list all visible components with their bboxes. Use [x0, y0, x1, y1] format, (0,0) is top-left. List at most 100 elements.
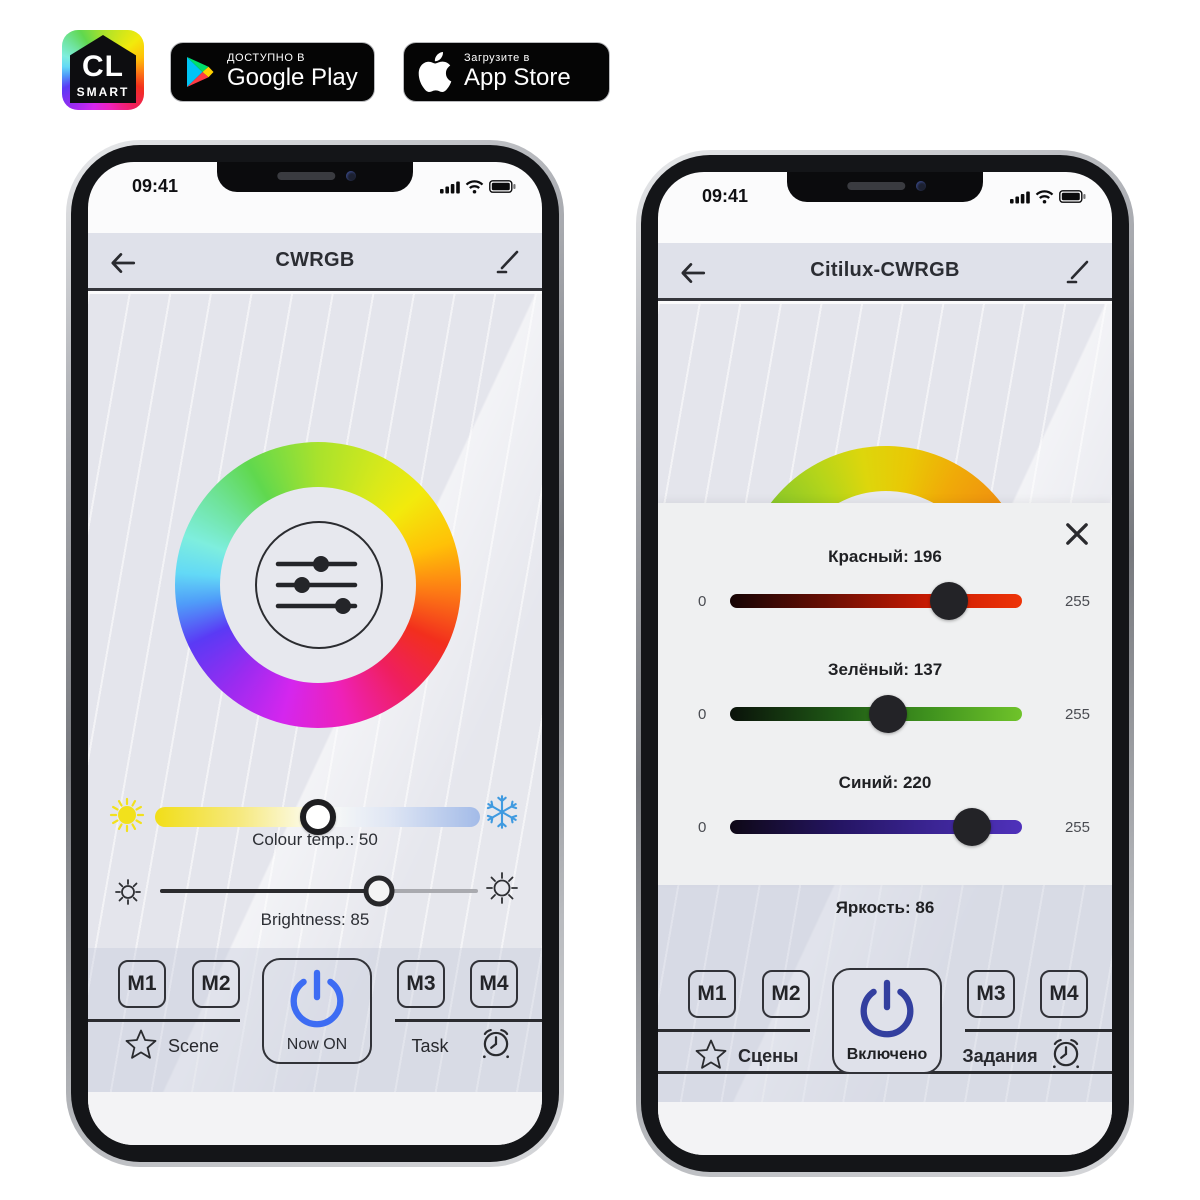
green-max-label: 255 [1064, 706, 1090, 723]
cellular-signal-icon [1010, 191, 1030, 203]
memory-button-m3[interactable]: M3 [967, 970, 1015, 1018]
brightness-label: Яркость: 86 [835, 898, 935, 917]
red-slider[interactable] [730, 582, 1022, 620]
speaker-slot [277, 172, 336, 180]
back-arrow-icon[interactable] [678, 258, 708, 288]
green-slider-label: Зелёный: 137 [827, 660, 943, 679]
phone-right: 09:41 [636, 150, 1134, 1177]
green-min-label: 0 [698, 706, 707, 723]
rgb-modal: Красный: 196 0 255 Зелёный: 137 0 255 Си… [658, 503, 1112, 885]
close-icon[interactable] [1064, 521, 1090, 547]
blue-slider-label: Синий: 220 [838, 773, 932, 792]
green-slider[interactable] [730, 695, 1022, 733]
divider-left [658, 1029, 810, 1032]
google-play-icon [187, 57, 214, 87]
app-header: CWRGB [88, 233, 542, 291]
google-play-small-text: ДОСТУПНО В [227, 52, 306, 65]
speaker-slot [847, 182, 906, 190]
memory-button-m2[interactable]: M2 [762, 970, 810, 1018]
brightness-label: Brightness: 85 [260, 910, 370, 929]
notch [217, 162, 413, 192]
blue-min-label: 0 [698, 819, 707, 836]
blue-slider-track[interactable] [730, 820, 1022, 834]
edit-pencil-icon[interactable] [494, 248, 522, 276]
screen-bottom-strip [658, 1102, 1112, 1155]
power-state-label: Включено [846, 1046, 928, 1063]
cl-house-shape: CL SMART [70, 35, 136, 103]
battery-icon [1059, 190, 1086, 203]
blue-slider-knob[interactable] [953, 808, 992, 846]
screen-bottom-strip [88, 1092, 542, 1145]
power-button[interactable]: Now ON [262, 958, 372, 1064]
red-slider-track[interactable] [730, 594, 1022, 608]
brightness-slider[interactable] [160, 875, 478, 907]
phone-right-screen: 09:41 [658, 172, 1112, 1155]
divider-right [395, 1019, 542, 1022]
power-icon [290, 969, 344, 1028]
phone-left: 09:41 [66, 140, 564, 1167]
blue-max-label: 255 [1064, 819, 1090, 836]
sliders-settings-icon[interactable] [253, 519, 385, 651]
scene-label[interactable]: Сцены [738, 1046, 799, 1066]
phone-left-screen: 09:41 [88, 162, 542, 1145]
red-max-label: 255 [1064, 593, 1090, 610]
status-time: 09:41 [702, 186, 749, 206]
colour-temp-knob[interactable] [299, 799, 336, 835]
blue-slider[interactable] [730, 808, 1022, 846]
brightness-high-icon [480, 866, 524, 910]
brightness-track-fill [160, 889, 380, 893]
front-camera [346, 171, 356, 181]
task-alarm-icon[interactable] [1048, 1036, 1084, 1070]
cl-logo-text: CL [82, 50, 124, 83]
divider-left [88, 1019, 240, 1022]
power-state-label: Now ON [286, 1036, 348, 1053]
memory-button-m2[interactable]: M2 [192, 960, 240, 1008]
memory-button-m1[interactable]: M1 [118, 960, 166, 1008]
status-time: 09:41 [132, 176, 179, 196]
colour-temp-slider[interactable] [155, 799, 480, 835]
cl-smart-logo: CL SMART [62, 30, 144, 110]
warm-sun-icon [108, 796, 146, 834]
power-icon [860, 979, 914, 1038]
battery-icon [489, 180, 516, 193]
google-play-badge[interactable]: ДОСТУПНО В Google Play [170, 42, 375, 102]
back-arrow-icon[interactable] [108, 248, 138, 278]
green-slider-knob[interactable] [868, 695, 907, 733]
device-title: CWRGB [275, 249, 355, 271]
wifi-icon [465, 180, 484, 194]
scene-star-icon[interactable] [124, 1028, 158, 1061]
task-label[interactable]: Задания [962, 1046, 1038, 1066]
brightness-low-icon [110, 874, 146, 910]
memory-button-m4[interactable]: M4 [470, 960, 518, 1008]
power-button[interactable]: Включено [832, 968, 942, 1074]
scene-star-icon[interactable] [694, 1038, 728, 1071]
memory-button-m1[interactable]: M1 [688, 970, 736, 1018]
app-header: Citilux-CWRGB [658, 243, 1112, 301]
apple-icon [418, 52, 452, 92]
cellular-signal-icon [440, 181, 460, 193]
task-label[interactable]: Task [411, 1036, 449, 1056]
memory-button-m4[interactable]: M4 [1040, 970, 1088, 1018]
device-title: Citilux-CWRGB [810, 259, 960, 281]
red-slider-label: Красный: 196 [828, 547, 942, 566]
memory-button-m3[interactable]: M3 [397, 960, 445, 1008]
badges-row: CL SMART ДОСТУПНО В Google Play Загрузит… [0, 0, 1200, 130]
notch [787, 172, 983, 202]
cold-snowflake-icon [482, 792, 522, 832]
edit-pencil-icon[interactable] [1064, 258, 1092, 286]
colour-temp-label: Colour temp.: 50 [252, 830, 378, 849]
red-slider-knob[interactable] [930, 582, 968, 620]
divider-right [965, 1029, 1112, 1032]
app-store-small-text: Загрузите в [464, 52, 530, 65]
app-store-badge[interactable]: Загрузите в App Store [403, 42, 610, 102]
cl-smart-text: SMART [76, 85, 130, 99]
app-store-big-text: App Store [464, 64, 571, 92]
red-min-label: 0 [698, 593, 707, 610]
wifi-icon [1035, 190, 1054, 204]
google-play-big-text: Google Play [227, 64, 358, 92]
brightness-knob[interactable] [363, 875, 395, 907]
scene-label[interactable]: Scene [168, 1036, 220, 1056]
front-camera [916, 181, 926, 191]
task-alarm-icon[interactable] [478, 1026, 514, 1060]
